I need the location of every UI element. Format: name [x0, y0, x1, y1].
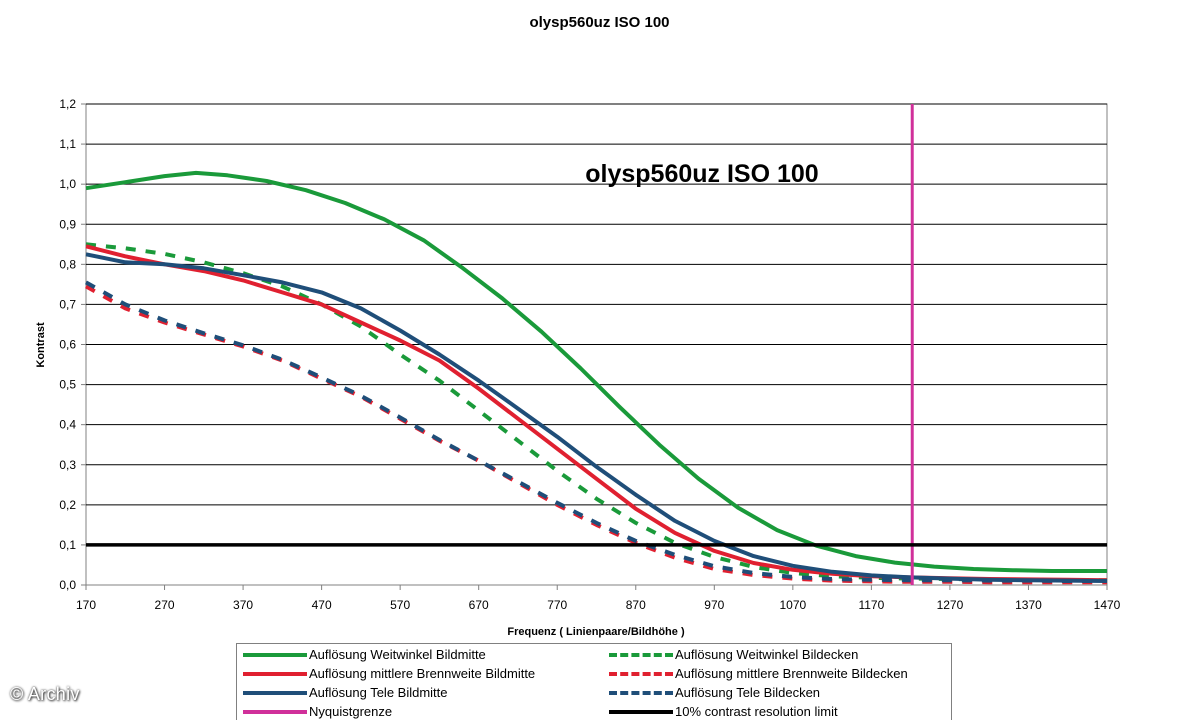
y-tick-label: 0,2 — [59, 498, 76, 512]
legend-item: Auflösung mittlere Brennweite Bildecken — [609, 664, 908, 683]
legend-swatch — [609, 690, 673, 695]
legend-swatch — [243, 652, 307, 657]
y-tick-label: 0,7 — [59, 297, 76, 311]
chart-title: olysp560uz ISO 100 — [529, 14, 670, 31]
legend-item: Auflösung Tele Bildecken — [609, 683, 820, 702]
y-tick-label: 1,2 — [59, 97, 76, 111]
x-axis-label: Frequenz ( Linienpaare/Bildhöhe ) — [507, 626, 685, 638]
x-tick-label: 770 — [547, 598, 567, 612]
y-tick-label: 0,4 — [59, 418, 76, 432]
x-tick-label: 1170 — [858, 598, 884, 612]
legend-label: Auflösung Tele Bildmitte — [309, 685, 448, 700]
legend-item: Auflösung Weitwinkel Bildmitte — [243, 645, 486, 664]
legend-label: Auflösung mittlere Brennweite Bildecken — [675, 666, 908, 681]
legend-label: Nyquistgrenze — [309, 704, 393, 719]
x-tick-label: 1470 — [1094, 598, 1121, 612]
legend-label: Auflösung Tele Bildecken — [675, 685, 821, 700]
legend-label: Auflösung Weitwinkel Bildecken — [675, 647, 859, 662]
x-tick-label: 170 — [76, 598, 96, 612]
legend-label: 10% contrast resolution limit — [675, 704, 838, 719]
legend-swatch — [243, 671, 307, 676]
y-tick-label: 0,5 — [59, 378, 76, 392]
y-tick-label: 0,3 — [59, 458, 76, 472]
legend-swatch — [243, 690, 307, 695]
series-line-dashed — [85, 280, 1107, 583]
y-tick-label: 1,1 — [59, 137, 76, 151]
legend-item: Auflösung Weitwinkel Bildecken — [609, 645, 858, 664]
chart-plot: 0,0 0,1 0,2 0,3 0,4 0,5 0,6 0,7 0,8 0,9 1,0 1,1 1,2 1… — [35, 97, 1121, 638]
series-line — [85, 170, 1107, 573]
legend-label: Auflösung Weitwinkel Bildmitte — [309, 647, 486, 662]
x-tick-label: 370 — [233, 598, 253, 612]
y-tick-label: 1,0 — [59, 177, 76, 191]
legend-item: 10% contrast resolution limit — [609, 702, 838, 721]
x-tick-label: 870 — [626, 598, 646, 612]
legend-label: Auflösung mittlere Brennweite Bildmitte — [309, 666, 536, 681]
legend-swatch — [609, 652, 673, 657]
x-tick-label: 1270 — [937, 598, 964, 612]
x-tick-label: 1070 — [779, 598, 806, 612]
y-tick-label: 0,8 — [59, 257, 76, 271]
series-line-dashed — [85, 242, 1107, 583]
legend-swatch — [243, 709, 307, 714]
x-tick-label: 1370 — [1015, 598, 1042, 612]
x-tick-label: 970 — [704, 598, 724, 612]
y-axis-label: Kontrast — [35, 322, 47, 368]
legend-item: Auflösung mittlere Brennweite Bildmitte — [243, 664, 535, 683]
legend-swatch — [609, 671, 673, 676]
legend-item: Auflösung Tele Bildmitte — [243, 683, 448, 702]
legend-item: Nyquistgrenze — [243, 702, 392, 721]
x-tick-label: 570 — [390, 598, 410, 612]
series-line — [85, 252, 1108, 583]
y-tick-label: 0,6 — [59, 338, 76, 352]
x-tick-label: 270 — [155, 598, 175, 612]
chart-annotation: olysp560uz ISO 100 — [585, 160, 818, 188]
y-tick-label: 0,9 — [59, 217, 76, 231]
x-tick-label: 470 — [312, 598, 332, 612]
x-tick-label: 670 — [469, 598, 489, 612]
watermark: © Archiv — [10, 684, 80, 704]
y-tick-label: 0,0 — [59, 578, 76, 592]
y-tick-label: 0,1 — [59, 538, 76, 552]
legend-swatch — [609, 709, 673, 714]
chart-legend: Auflösung Weitwinkel Bildmitte Auflösung … — [236, 643, 952, 720]
